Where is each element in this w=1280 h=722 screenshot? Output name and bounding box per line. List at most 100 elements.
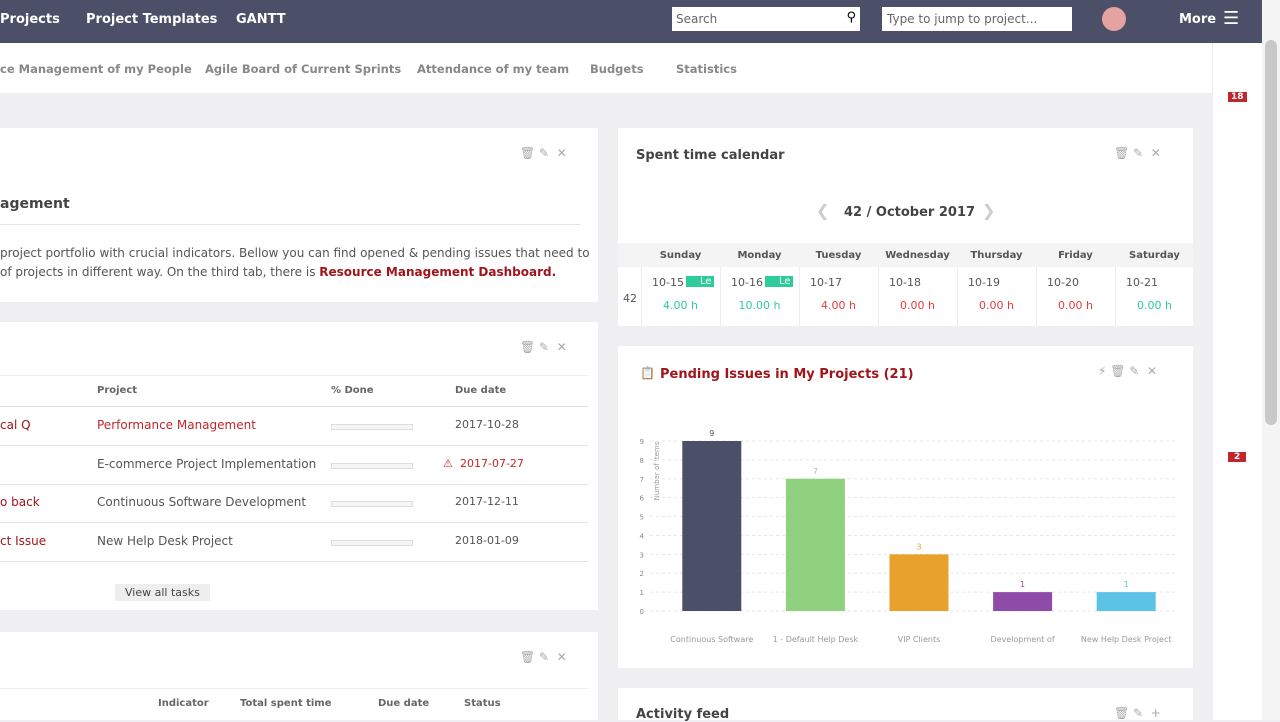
table-header [0,688,588,721]
chart-title: Pending Issues in My Projects (21) [660,367,914,382]
nav-item[interactable]: Project Templates [86,12,218,27]
scrollbar [1262,0,1280,720]
day-divider [799,267,800,326]
day-divider [720,267,721,326]
y-tick-label: 6 [640,495,645,503]
task-name[interactable]: o back [0,495,40,509]
x-tick-label: 1 - Default Help Desk [773,635,859,644]
sub-nav [0,43,1212,93]
value-label: 1 [1020,580,1025,589]
activity-panel: Activity feed 🗑 ✎ + [618,688,1193,722]
value-label: 7 [813,467,818,476]
view-all-button[interactable]: View all tasks [115,584,210,601]
week-number: 42 [623,292,637,305]
cell-date: 10-17 [810,276,842,289]
tab[interactable]: Statistics [676,62,737,76]
value-label: 9 [709,429,714,438]
project-name[interactable]: New Help Desk Project [97,533,233,548]
project-jump[interactable]: Type to jump to project... [882,7,1072,31]
cell-date: 10-19 [968,276,1000,289]
panel-icons[interactable]: 🗑 ✎ ✕ [520,146,567,160]
task-name[interactable]: cal Q [0,418,31,432]
calendar-header [618,243,1193,267]
tab[interactable]: Agile Board of Current Sprints [205,62,402,76]
intro-text: of projects in different way. On the thi… [0,265,556,279]
search-icon: ⚲ [846,10,856,25]
due-date: 2017-10-28 [455,418,519,431]
search-box[interactable]: Search ⚲ [672,7,860,31]
y-axis-label: Number of items [653,441,661,500]
warning-icon: ⚠ [443,456,453,470]
row-divider [0,522,588,523]
project-name[interactable]: E-commerce Project Implementation [97,456,317,471]
day-header: Wednesday [885,250,950,261]
table-header [0,375,588,407]
day-header: Sunday [659,250,702,261]
progress-bar [331,539,413,546]
avatar[interactable] [1102,7,1126,31]
column-header: Due date [455,385,507,396]
prev-week[interactable]: ❮ [816,201,830,220]
due-date: 2017-07-27 [460,456,524,470]
project-name[interactable]: Continuous Software Development [97,495,307,509]
sidebar-badge: 2 [1228,452,1247,462]
day-header: Thursday [970,250,1023,261]
tab[interactable]: ce Management of my People [0,62,192,76]
cell-hours: 0.00 h [1058,299,1093,312]
cell-hours: 4.00 h [821,299,856,312]
value-label: 3 [916,542,921,551]
calendar-period: 42 / October 2017 [844,205,976,220]
panel-icon: 📋 [640,366,655,380]
day-divider [878,267,879,326]
entry-tag[interactable]: Le [765,276,793,287]
row-divider [0,445,588,446]
tasks-panel: 🗑 ✎ ✕ View all tasks Project % Done Due da… [0,322,598,610]
intro-panel: 🗑 ✎ ✕ agement project portfolio with cru… [0,128,598,302]
calendar-title: Spent time calendar [636,148,785,163]
panel-icons[interactable]: 🗑 ✎ + [1114,706,1161,720]
intro-link[interactable]: Resource Management Dashboard. [319,265,557,279]
cell-hours: 4.00 h [663,299,698,312]
next-week[interactable]: ❯ [982,201,996,220]
panel-icons[interactable]: 🗑 ✎ ✕ [520,650,567,664]
entry-tag[interactable]: Le [686,276,714,287]
nav-item[interactable]: GANTT [236,12,286,27]
cell-hours: 0.00 h [979,299,1014,312]
panel-icons[interactable]: ⚡ 🗑 ✎ ✕ [1098,364,1158,378]
tab[interactable]: Budgets [590,62,644,76]
y-tick-label: 8 [640,457,644,465]
cell-date: 10-21 [1126,276,1158,289]
row-divider [0,483,588,485]
y-tick-label: 9 [640,438,644,446]
project-name[interactable]: Performance Management [97,418,256,432]
y-tick-label: 3 [640,551,644,559]
y-tick-label: 1 [640,589,644,597]
column-header: Project [97,385,138,396]
more-menu[interactable]: More [1179,12,1217,27]
column-header: Indicator [158,698,209,709]
cell-date: 10-16 [731,276,763,289]
panel-icons[interactable]: 🗑 ✎ ✕ [520,340,567,354]
hamburger[interactable]: ☰ [1223,8,1240,29]
bar [889,554,949,611]
bar [1096,592,1156,611]
day-header: Saturday [1129,250,1180,261]
cell-hours: 10.00 h [738,299,781,312]
bar [993,592,1053,611]
day-divider [1115,267,1116,326]
due-date: 2017-12-11 [455,495,519,508]
spent-panel: 🗑 ✎ ✕ Indicator Total spent time Due date S… [0,632,598,720]
y-tick-label: 0 [640,608,644,616]
nav-item[interactable]: Projects [0,12,60,27]
tab[interactable]: Attendance of my team [417,62,570,76]
y-tick-label: 7 [640,476,644,484]
progress-bar [331,424,413,430]
column-header: % Done [331,385,374,396]
cell-date: 10-15 [652,276,684,289]
panel-icons[interactable]: 🗑 ✎ ✕ [1114,146,1161,160]
scroll-thumb[interactable] [1265,40,1277,425]
day-divider [957,267,958,326]
calendar-panel: Spent time calendar 🗑 ✎ ✕ ❮ 42 / October… [618,128,1193,326]
task-name[interactable]: ct Issue [0,533,47,548]
x-tick-label: VIP Clients [898,635,941,644]
